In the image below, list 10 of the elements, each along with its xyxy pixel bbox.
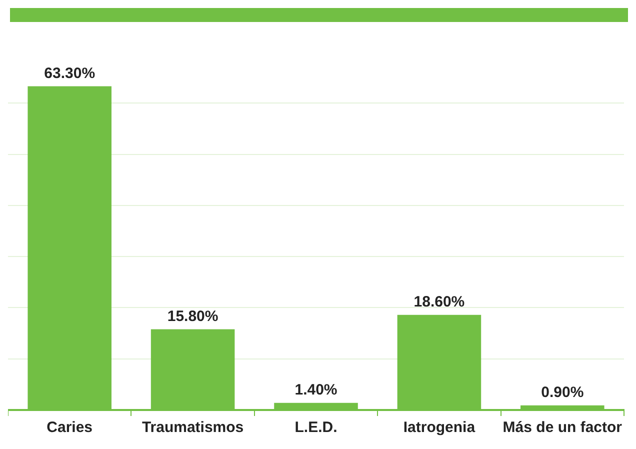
x-tick-label: Iatrogenia (403, 419, 476, 436)
data-label: 18.60% (414, 294, 465, 311)
x-tick-label: Traumatismos (142, 419, 244, 436)
data-label: 15.80% (167, 308, 218, 325)
data-label: 63.30% (44, 64, 96, 82)
data-label: 1.40% (294, 381, 338, 398)
data-label: 0.90% (541, 384, 584, 402)
x-tick-label: L.E.D. (294, 419, 338, 436)
x-tick-label: Caries (46, 419, 93, 436)
x-tick-label: Más de un factor (502, 419, 622, 436)
